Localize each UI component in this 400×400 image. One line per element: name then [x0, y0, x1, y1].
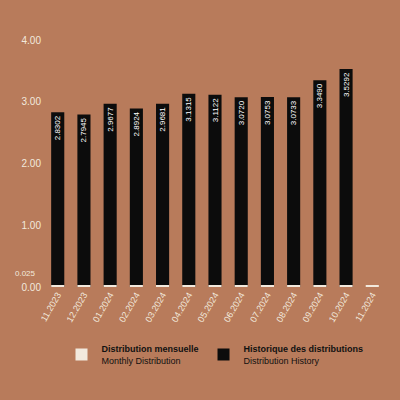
- svg-text:12.2023: 12.2023: [65, 291, 90, 324]
- svg-text:Historique des distributionsDi: Historique des distributionsDistribution…: [244, 344, 364, 366]
- svg-text:2.7945: 2.7945: [79, 117, 88, 142]
- svg-text:11.2024: 11.2024: [353, 291, 378, 324]
- svg-text:Distribution mensuelleMonthly: Distribution mensuelleMonthly Distributi…: [102, 344, 199, 366]
- svg-text:05.2024: 05.2024: [196, 291, 221, 324]
- svg-text:01.2024: 01.2024: [91, 291, 116, 324]
- svg-text:3.0720: 3.0720: [237, 100, 246, 125]
- svg-text:2.9677: 2.9677: [106, 107, 115, 132]
- svg-text:4.00: 4.00: [22, 35, 42, 46]
- svg-text:07.2024: 07.2024: [248, 291, 273, 324]
- svg-text:02.2024: 02.2024: [117, 291, 142, 324]
- svg-text:3.0753: 3.0753: [263, 100, 272, 125]
- svg-text:3.3490: 3.3490: [315, 83, 324, 108]
- svg-text:08.2024: 08.2024: [274, 291, 299, 324]
- svg-text:3.1122: 3.1122: [211, 98, 220, 122]
- svg-text:3.0733: 3.0733: [289, 100, 298, 125]
- svg-text:2.8302: 2.8302: [53, 115, 62, 140]
- svg-text:03.2024: 03.2024: [143, 291, 168, 324]
- svg-text:09.2024: 09.2024: [301, 291, 326, 324]
- svg-text:10.2024: 10.2024: [327, 291, 352, 324]
- svg-text:11.2023: 11.2023: [39, 291, 64, 324]
- svg-text:1.00: 1.00: [22, 220, 42, 231]
- svg-text:3.00: 3.00: [22, 96, 42, 107]
- svg-text:0.00: 0.00: [22, 282, 42, 293]
- svg-text:2.9681: 2.9681: [158, 107, 167, 132]
- svg-text:2.8924: 2.8924: [132, 111, 141, 136]
- svg-text:3.1315: 3.1315: [184, 97, 193, 122]
- svg-text:0.025: 0.025: [15, 269, 36, 278]
- svg-text:2.00: 2.00: [22, 158, 42, 169]
- svg-text:04.2024: 04.2024: [169, 291, 194, 324]
- svg-text:06.2024: 06.2024: [222, 291, 247, 324]
- svg-text:3.5292: 3.5292: [342, 72, 351, 97]
